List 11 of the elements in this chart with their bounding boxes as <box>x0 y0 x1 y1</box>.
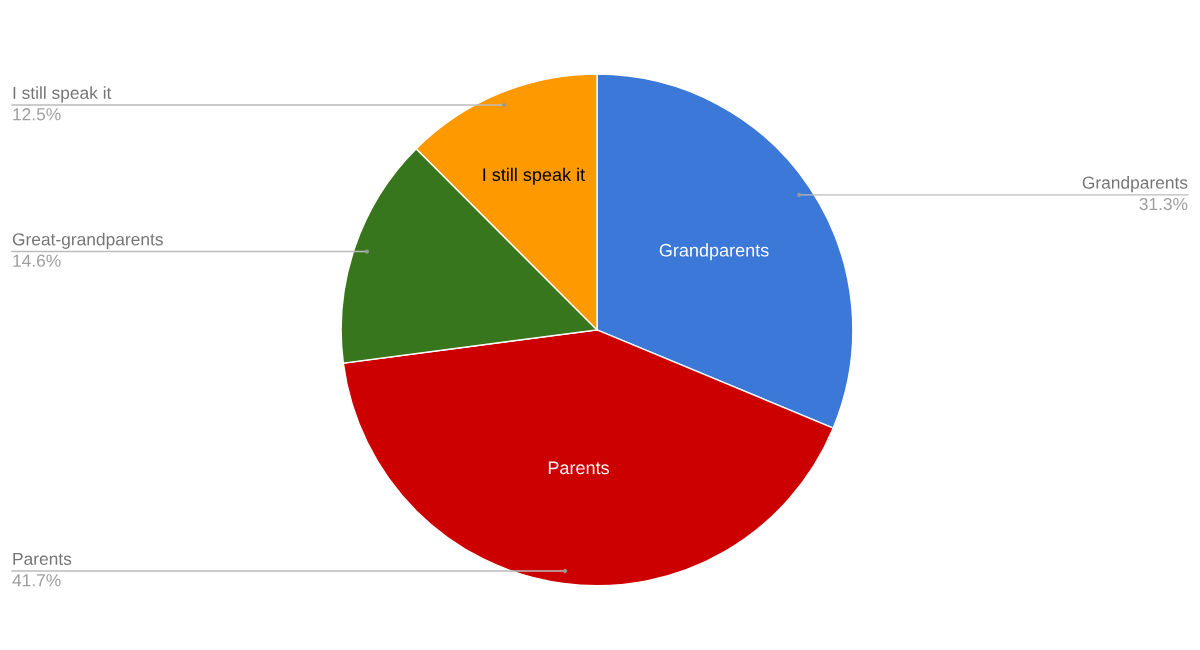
data-label: 12.5% <box>13 108 61 121</box>
slice-label: Grandparents <box>1082 176 1188 193</box>
slice-label: Grandparents <box>659 243 769 261</box>
slice-label: I still speak it <box>483 167 585 185</box>
slice-label: Parents <box>548 461 609 475</box>
slice-label: I still speak it <box>13 86 112 103</box>
data-label: 14.6% <box>13 254 61 267</box>
slice-label: Great-grandparents <box>12 232 163 249</box>
slice-label: Parents <box>13 552 72 566</box>
data-label: 41.7% <box>12 574 61 587</box>
data-label: 31.3% <box>1139 197 1188 211</box>
